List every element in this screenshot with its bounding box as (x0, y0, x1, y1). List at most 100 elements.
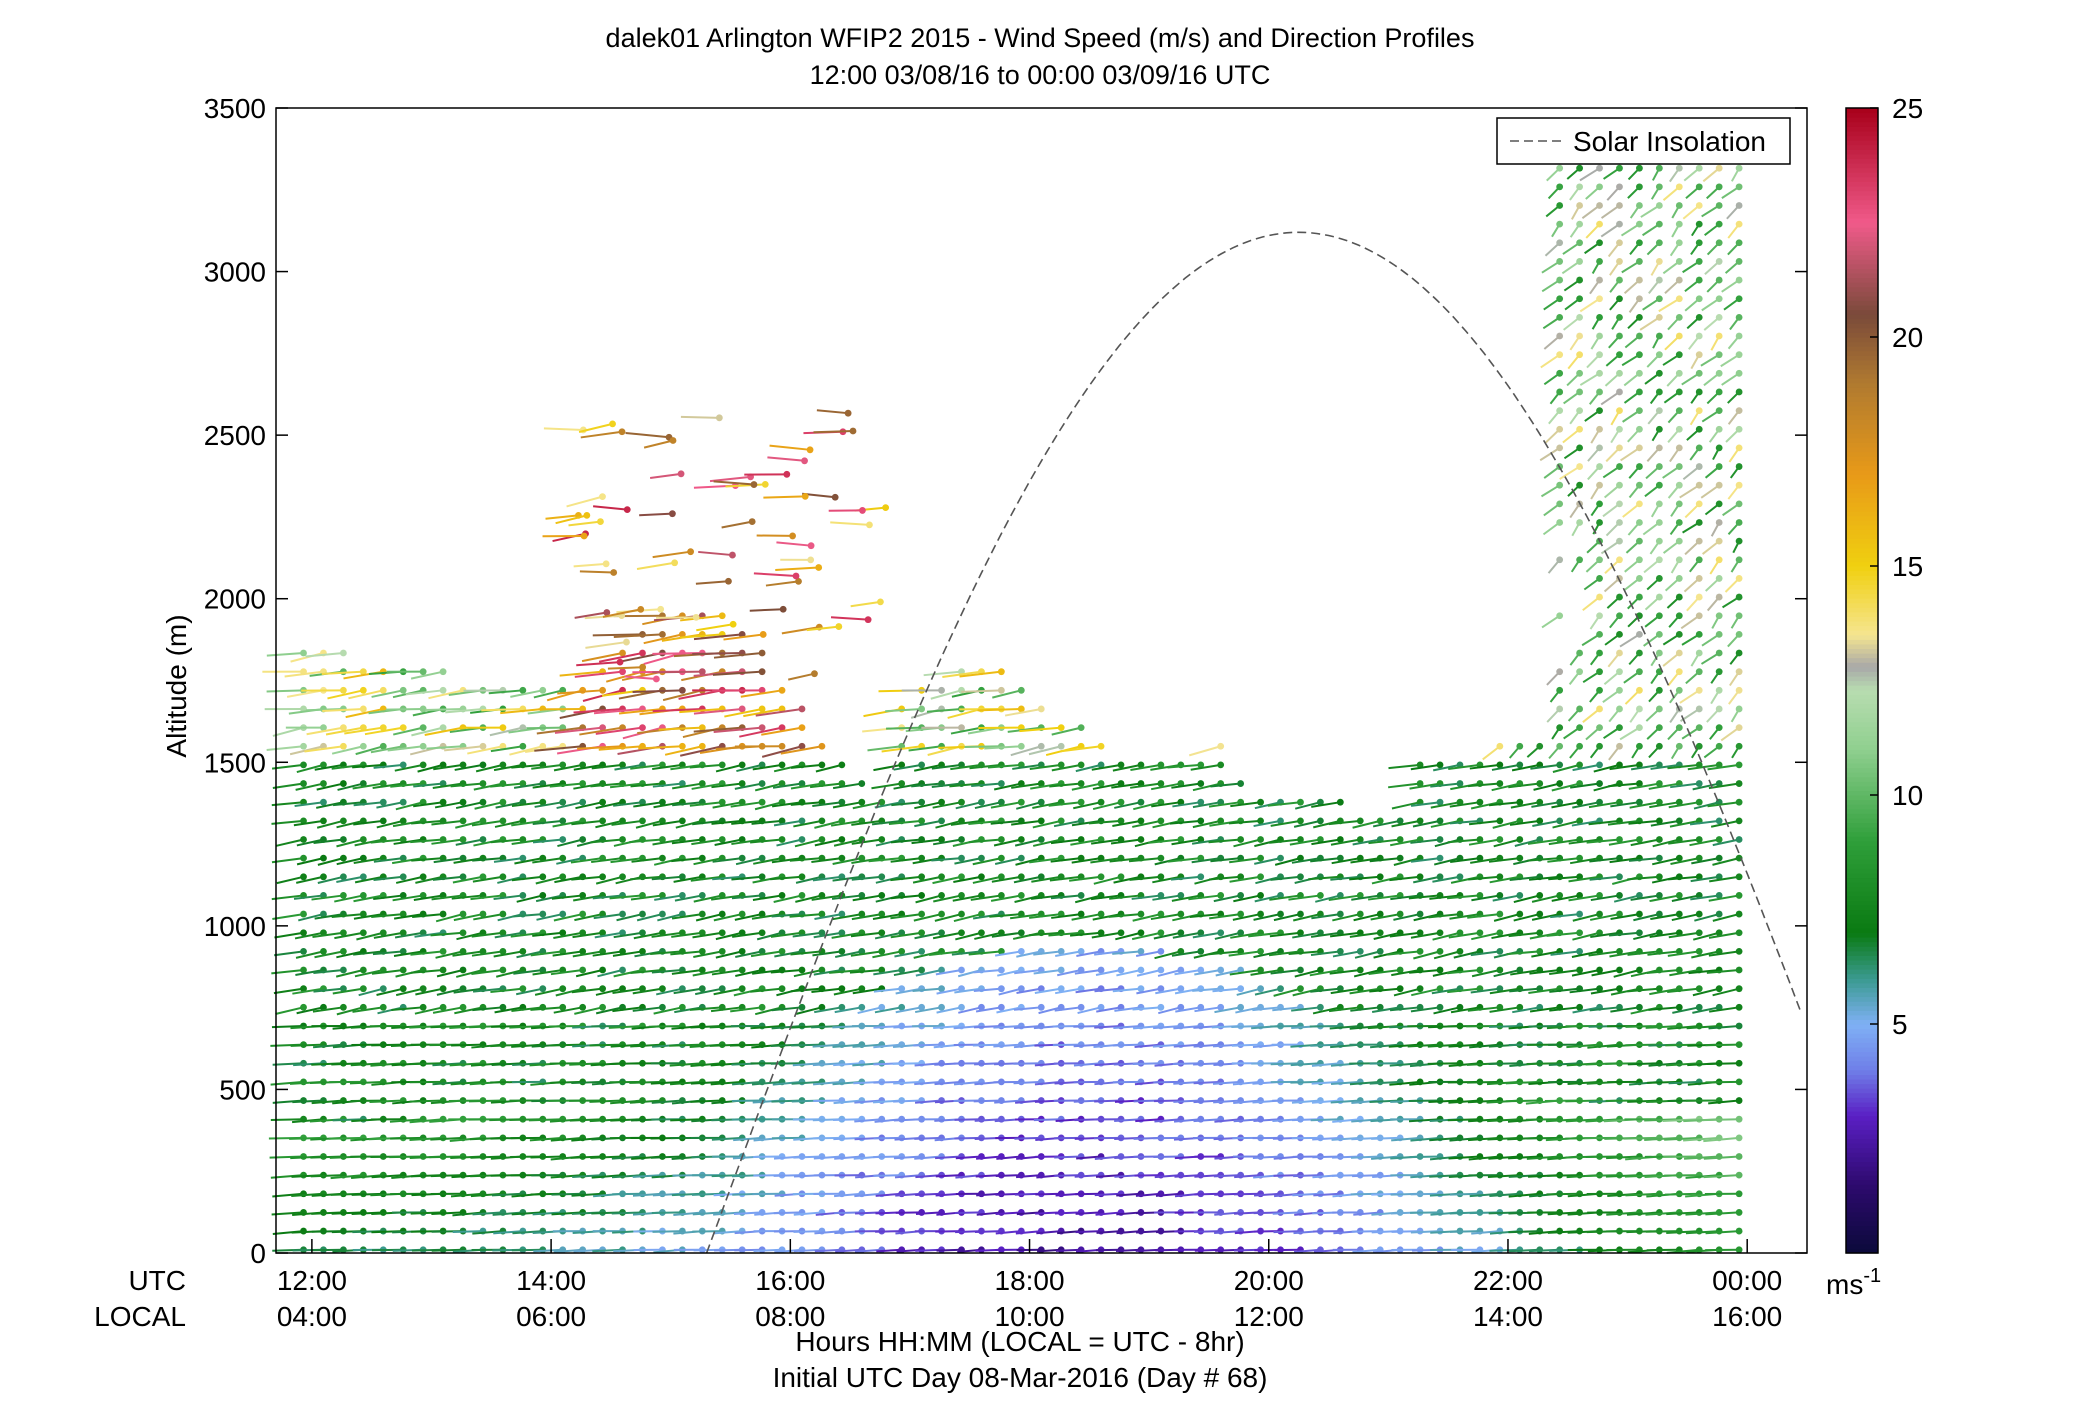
barb-dot (1596, 183, 1603, 191)
barb-line (712, 801, 743, 809)
barb-dot (1316, 817, 1324, 825)
barb-dot (1596, 164, 1603, 172)
barb-line (1707, 1062, 1740, 1065)
barb-line (572, 1174, 603, 1179)
barb-line (334, 894, 364, 903)
barb-dot (718, 612, 726, 620)
barb-dot (678, 780, 686, 787)
barb-dot (1636, 500, 1643, 508)
barb-line (515, 987, 543, 996)
barb-dot (599, 1003, 606, 1011)
barb-dot (1596, 369, 1603, 377)
barb-dot (439, 686, 447, 694)
barb-line (409, 1118, 444, 1124)
barb-dot (1735, 836, 1743, 843)
barb-dot (1655, 873, 1663, 881)
barb-dot (1735, 537, 1743, 545)
barb-dot (1416, 910, 1424, 918)
barb-line (634, 950, 663, 958)
barb-line (754, 801, 783, 811)
barb-dot (1117, 798, 1125, 806)
barb-dot (1356, 910, 1364, 918)
barb-dot (1097, 910, 1105, 918)
barb-line (415, 875, 444, 884)
barb-dot (1695, 929, 1703, 937)
barb-dot (1556, 258, 1564, 265)
barb-dot (339, 1003, 347, 1011)
barb-line (571, 1080, 603, 1085)
barb-dot (1576, 407, 1583, 415)
barb-dot (1257, 836, 1264, 843)
barb-dot (759, 631, 767, 638)
barb-line (653, 857, 683, 866)
barb-dot (1735, 985, 1743, 993)
barb-dot (579, 1041, 587, 1049)
barb-line (470, 1155, 503, 1159)
barb-dot (1636, 929, 1643, 937)
barb-dot (1077, 780, 1085, 787)
barb-dot (1735, 1022, 1743, 1030)
barb-dot (738, 985, 746, 993)
barb-dot (1655, 593, 1663, 601)
barb-dot (1636, 258, 1643, 265)
barb-line (350, 1174, 384, 1179)
barb-line (740, 689, 783, 698)
barb-line (317, 857, 344, 866)
barb-line (713, 1230, 743, 1235)
barb-dot (1675, 910, 1683, 918)
barb-line (312, 931, 344, 938)
barb-line (493, 857, 523, 863)
barb-dot (659, 854, 666, 862)
barb-dot (1695, 630, 1703, 638)
barb-dot (1715, 500, 1723, 508)
barb-dot (1596, 425, 1603, 433)
barb-line (392, 819, 424, 828)
barb-line (389, 1118, 424, 1123)
barb-line (636, 561, 675, 570)
barb-line (313, 838, 344, 845)
barb-line (266, 745, 304, 751)
barb-dot (1636, 481, 1643, 489)
barb-line (639, 512, 673, 517)
barb-dot (1655, 258, 1663, 265)
barb-dot (1336, 798, 1344, 806)
barb-line (330, 1174, 364, 1180)
barb-line (355, 745, 384, 756)
barb-line (885, 707, 922, 713)
barb-line (579, 726, 623, 736)
barb-dot (479, 761, 487, 769)
barb-line (692, 652, 743, 655)
barb-dot (399, 892, 407, 899)
barb-dot (1217, 761, 1225, 769)
barb-line (1233, 1192, 1261, 1196)
barb-dot (1197, 947, 1205, 955)
barb-line (411, 969, 444, 974)
barb-line (612, 950, 643, 957)
barb-dot (1695, 910, 1703, 918)
barb-dot (320, 798, 327, 806)
barb-line (511, 1248, 543, 1252)
barb-dot (1675, 369, 1683, 377)
barb-line (595, 987, 623, 996)
barb-dot (339, 649, 347, 657)
barb-dot (778, 892, 786, 899)
barb-dot (618, 428, 626, 436)
barb-dot (539, 798, 547, 806)
barb-dot (1576, 463, 1583, 470)
barb-line (490, 745, 523, 753)
barb-line (474, 801, 504, 810)
barb-dot (1556, 780, 1564, 787)
barb-dot (419, 724, 427, 732)
barb-dot (1655, 369, 1663, 377)
barb-dot (639, 798, 646, 806)
barb-line (410, 670, 444, 680)
barb-line (310, 1174, 344, 1178)
barb-dot (459, 966, 467, 974)
barb-dot (858, 1003, 866, 1011)
barb-line (1702, 1118, 1740, 1122)
barb-dot (1675, 537, 1683, 545)
barb-dot (748, 518, 756, 525)
barb-line (394, 763, 424, 772)
barb-dot (1297, 985, 1304, 993)
barb-dot (1596, 668, 1603, 676)
